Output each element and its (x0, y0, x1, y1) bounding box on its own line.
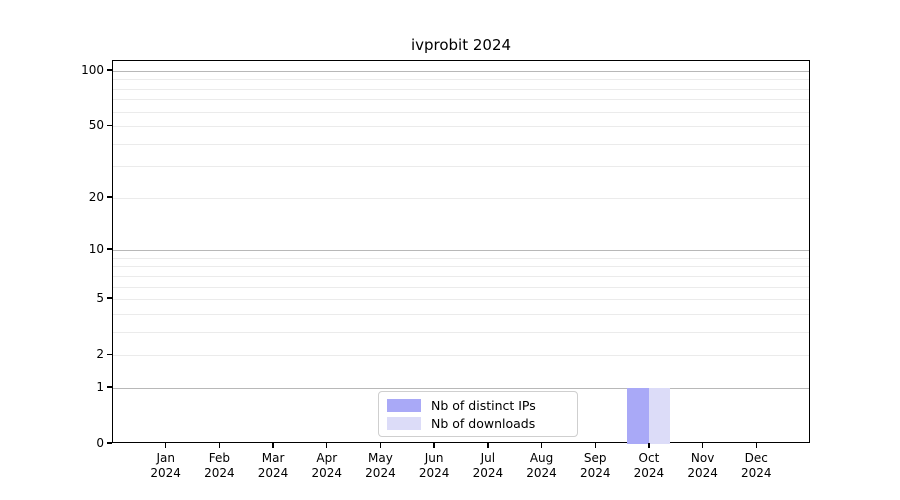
legend-item-downloads: Nb of downloads (387, 416, 569, 431)
gridline-100 (113, 71, 809, 72)
x-tick-mark-sep (594, 443, 596, 448)
legend-label-distinct-ips: Nb of distinct IPs (431, 397, 536, 413)
chart-title: ivprobit 2024 (410, 36, 512, 54)
legend-item-distinct-ips: Nb of distinct IPs (387, 398, 569, 413)
y-tick-mark-20 (107, 196, 112, 198)
gridline-2 (113, 355, 809, 357)
x-tick-mark-may (379, 443, 382, 448)
x-tick-label-apr: Apr 2024 (311, 451, 343, 480)
x-tick-mark-oct (648, 443, 650, 448)
legend-swatch-downloads (387, 416, 421, 430)
gridline-4 (113, 313, 809, 315)
gridline-90 (113, 79, 809, 81)
x-tick-mark-mar (272, 443, 274, 448)
gridline-7 (113, 275, 809, 277)
gridline-8 (113, 266, 809, 268)
x-tick-label-oct: Oct 2024 (633, 451, 665, 480)
y-tick-label-50: 50 (88, 118, 104, 133)
x-tick-label-jun: Jun 2024 (418, 451, 450, 480)
x-tick-mark-jan (164, 443, 167, 448)
gridline-9 (113, 257, 809, 259)
x-tick-mark-feb (218, 443, 221, 448)
gridline-1 (113, 387, 809, 389)
y-tick-label-1: 1 (96, 379, 104, 394)
y-tick-label-20: 20 (88, 189, 104, 204)
plot-area (112, 60, 810, 444)
legend-swatch-distinct-ips (387, 398, 421, 412)
x-tick-mark-nov (701, 443, 704, 448)
gridline-50 (113, 126, 809, 128)
x-tick-label-jul: Jul 2024 (472, 451, 504, 480)
gridline-80 (113, 88, 809, 90)
y-tick-label-5: 5 (96, 291, 104, 306)
y-tick-mark-5 (107, 297, 112, 299)
x-tick-label-feb: Feb 2024 (204, 451, 235, 480)
gridline-3 (113, 331, 809, 333)
x-tick-label-nov: Nov 2024 (687, 451, 718, 480)
y-tick-mark-0 (107, 442, 112, 444)
y-tick-label-0: 0 (96, 436, 104, 450)
gridline-30 (113, 166, 809, 168)
gridline-40 (113, 143, 809, 145)
y-tick-mark-50 (107, 124, 112, 126)
x-tick-label-sep: Sep 2024 (579, 451, 611, 480)
y-tick-label-100: 100 (81, 63, 104, 77)
bar-nb-of-downloads (648, 387, 671, 444)
gridline-10 (113, 250, 809, 252)
x-tick-label-jan: Jan 2024 (150, 451, 181, 480)
x-tick-mark-dec (755, 443, 757, 448)
x-tick-label-mar: Mar 2024 (257, 451, 289, 480)
y-tick-mark-1 (107, 386, 112, 388)
gridline-5 (113, 299, 809, 301)
x-tick-mark-jul (487, 443, 489, 448)
x-tick-mark-apr (326, 443, 328, 448)
y-tick-mark-2 (107, 353, 112, 355)
y-tick-label-2: 2 (96, 347, 104, 362)
gridline-20 (113, 197, 809, 199)
y-tick-mark-10 (107, 248, 112, 250)
gridline-70 (113, 99, 809, 101)
x-tick-mark-aug (540, 443, 543, 448)
x-tick-label-may: May 2024 (365, 451, 396, 480)
bar-nb-of-distinct-ips (627, 387, 649, 444)
y-tick-mark-100 (107, 69, 112, 71)
gridline-6 (113, 286, 809, 288)
gridline-60 (113, 111, 809, 113)
x-tick-label-aug: Aug 2024 (526, 451, 557, 480)
x-tick-label-dec: Dec 2024 (741, 451, 772, 480)
x-tick-mark-jun (433, 443, 435, 448)
legend: Nb of distinct IPs Nb of downloads (378, 391, 578, 437)
legend-label-downloads: Nb of downloads (431, 415, 536, 431)
y-tick-label-10: 10 (88, 242, 104, 257)
